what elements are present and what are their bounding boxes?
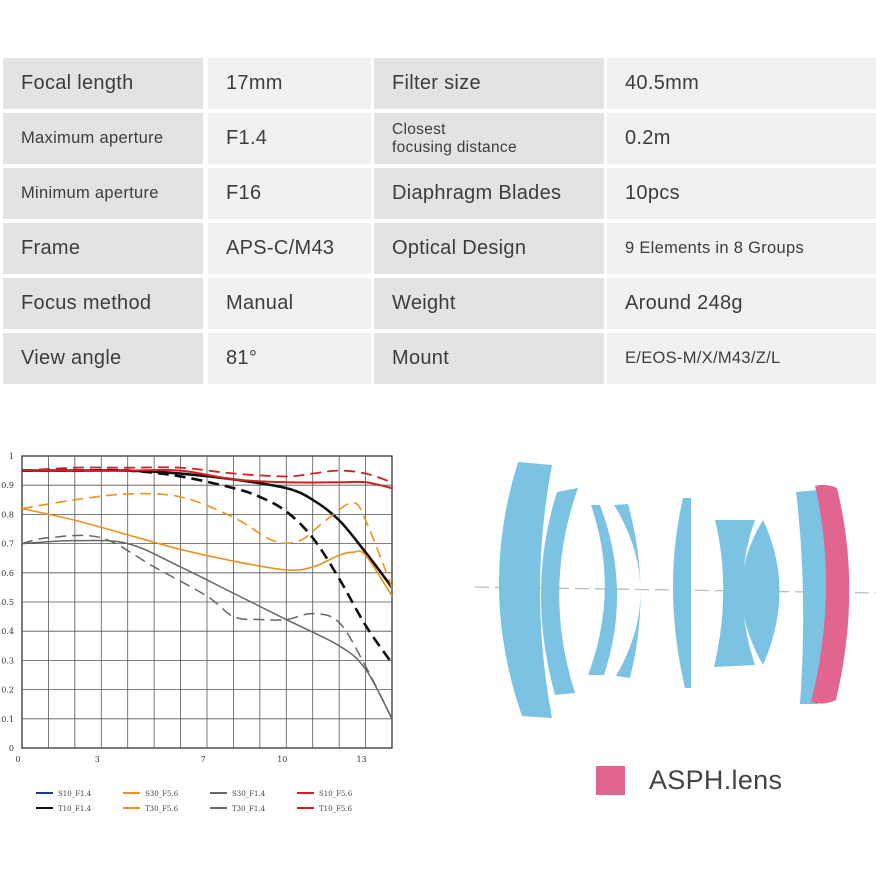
y-tick-label: 1 — [9, 452, 14, 461]
series-line-s10-f5-6 — [22, 468, 393, 490]
spec-cell-r2-c2: Diaphragm Blades — [374, 168, 604, 219]
spec-cell-r0-c1: 17mm — [208, 58, 371, 109]
spec-cell-r5-c3: E/EOS-M/X/M43/Z/L — [607, 333, 876, 384]
legend-label: T10_F5.6 — [319, 805, 353, 813]
legend-label: T10_F1.4 — [58, 805, 92, 813]
spec-cell-r0-c3: 40.5mm — [607, 58, 876, 109]
lens-element-1 — [498, 462, 552, 718]
spec-cell-r1-c3: 0.2m — [607, 113, 876, 164]
spec-cell-r3-c1: APS-C/M43 — [208, 223, 371, 274]
lens-element-8 — [796, 490, 827, 704]
spec-cell-r5-c2: Mount — [374, 333, 604, 384]
y-tick-label: 0.4 — [1, 627, 14, 636]
spec-cell-r3-c0: Frame — [3, 223, 203, 274]
y-tick-label: 0.3 — [1, 656, 14, 665]
spec-cell-r4-c2: Weight — [374, 278, 604, 329]
y-tick-label: 0.1 — [1, 715, 14, 724]
x-tick-label: 13 — [356, 755, 366, 764]
y-tick-label: 0.6 — [1, 569, 14, 578]
asph-legend: ASPH.lens — [596, 765, 782, 796]
spec-cell-r0-c0: Focal length — [3, 58, 203, 109]
mtf-chart: 00.10.20.30.40.50.60.70.80.910 3 7 10 13 S10… — [1, 452, 394, 813]
asph-legend-label: ASPH.lens — [649, 765, 783, 795]
spec-table: Focal length 17mm Filter size 40.5mm Maximum… — [3, 58, 876, 389]
spec-cell-r5-c0: View angle — [3, 333, 203, 384]
spec-cell-r1-c1: F1.4 — [208, 113, 371, 164]
optical-diagram — [474, 462, 876, 718]
legend-label: S30_F5.6 — [145, 790, 179, 798]
y-tick-label: 0 — [9, 744, 14, 753]
legend-label: T30_F1.4 — [232, 805, 266, 813]
series-line-t30-f5-6 — [21, 492, 393, 588]
x-tick-label: 0 — [15, 755, 20, 764]
series-line-s30-f5-6 — [21, 507, 393, 597]
asph-swatch — [596, 766, 625, 795]
lens-element-5 — [672, 498, 691, 688]
spec-cell-r4-c1: Manual — [208, 278, 371, 329]
spec-cell-r4-c0: Focus method — [3, 278, 203, 329]
y-tick-label: 0.9 — [1, 481, 14, 490]
spec-cell-r5-c1: 81° — [208, 333, 371, 384]
series-line-s30-f1-4 — [21, 539, 393, 720]
y-tick-label: 0.5 — [1, 598, 14, 607]
y-tick-label: 0.8 — [1, 510, 14, 519]
spec-cell-r2-c3: 10pcs — [607, 168, 876, 219]
y-tick-label: 0.2 — [1, 686, 14, 695]
spec-cell-r3-c3: 9 Elements in 8 Groups — [607, 223, 876, 274]
lens-element-2 — [540, 488, 578, 695]
legend-label: S10_F5.6 — [319, 790, 353, 798]
legend-label: T30_F5.6 — [145, 805, 179, 813]
spec-cell-r2-c0: Minimum aperture — [3, 168, 203, 219]
lens-element-4 — [614, 504, 641, 678]
x-tick-label: 7 — [200, 755, 205, 764]
spec-cell-r4-c3: Around 248g — [607, 278, 876, 329]
chart-ticks: 00.10.20.30.40.50.60.70.80.910 3 7 10 13 — [1, 452, 366, 764]
spec-cell-r2-c1: F16 — [208, 168, 371, 219]
spec-cell-r1-c2: Closest focusing distance — [374, 113, 604, 164]
legend-label: S10_F1.4 — [58, 790, 92, 798]
chart-series — [21, 466, 394, 720]
x-tick-label: 3 — [95, 755, 100, 764]
x-tick-label: 10 — [277, 755, 287, 764]
series-line-t10-f5-6 — [21, 466, 393, 484]
chart-grid — [21, 455, 393, 749]
series-line-t30-f1-4 — [21, 534, 393, 720]
chart-legend: S10_F1.4 S30_F5.6 S30_F1.4 S10_F5.6 T10_F1.4… — [36, 790, 353, 813]
legend-label: S30_F1.4 — [232, 790, 266, 798]
lens-element-6 — [714, 520, 755, 667]
spec-cell-r1-c0: Maximum aperture — [3, 113, 203, 164]
lens-element-7 — [741, 520, 780, 665]
y-tick-label: 0.7 — [1, 540, 14, 549]
spec-cell-r0-c2: Filter size — [374, 58, 604, 109]
asph-lens-element — [811, 484, 850, 704]
lens-element-3 — [588, 505, 618, 675]
spec-cell-r3-c2: Optical Design — [374, 223, 604, 274]
